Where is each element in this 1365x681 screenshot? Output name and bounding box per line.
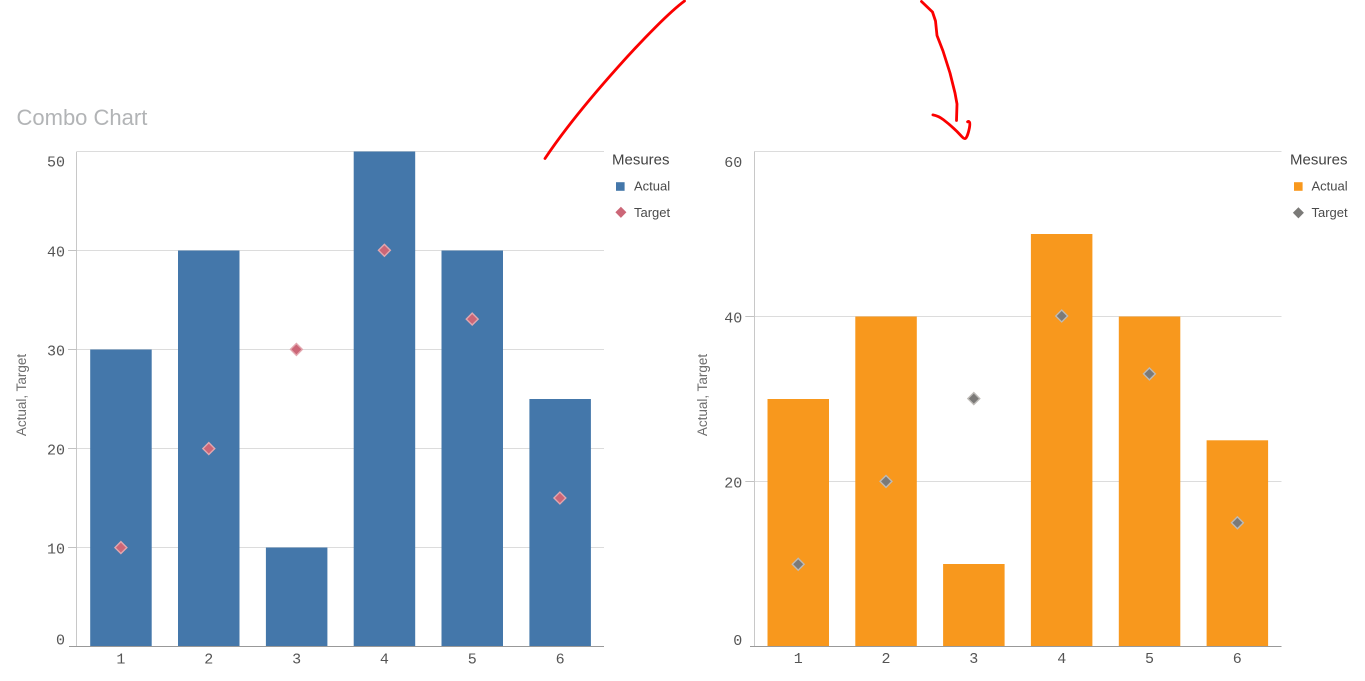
- svg-text:Actual: Actual: [1312, 178, 1348, 193]
- svg-text:4: 4: [380, 652, 389, 669]
- svg-text:20: 20: [47, 443, 65, 460]
- svg-text:6: 6: [1233, 651, 1242, 668]
- svg-text:Combo Chart: Combo Chart: [17, 105, 148, 130]
- svg-text:1: 1: [794, 651, 803, 668]
- svg-text:Actual, Target: Actual, Target: [695, 354, 710, 437]
- svg-text:30: 30: [47, 344, 65, 361]
- svg-text:6: 6: [556, 652, 565, 669]
- svg-text:Target: Target: [634, 205, 671, 220]
- svg-text:0: 0: [56, 633, 65, 650]
- svg-text:1: 1: [116, 652, 125, 669]
- svg-text:2: 2: [204, 652, 213, 669]
- svg-text:Target: Target: [1312, 205, 1349, 220]
- svg-text:Actual: Actual: [634, 178, 670, 193]
- svg-text:3: 3: [292, 652, 301, 669]
- svg-text:3: 3: [969, 651, 978, 668]
- svg-text:Mesures: Mesures: [1290, 152, 1348, 169]
- svg-text:5: 5: [1145, 651, 1154, 668]
- svg-text:Mesures: Mesures: [612, 152, 670, 169]
- svg-text:20: 20: [724, 476, 742, 493]
- svg-text:40: 40: [47, 245, 65, 262]
- svg-text:60: 60: [724, 155, 742, 172]
- svg-text:50: 50: [47, 155, 65, 172]
- svg-text:Actual, Target: Actual, Target: [14, 354, 29, 437]
- svg-text:4: 4: [1057, 651, 1066, 668]
- svg-text:0: 0: [733, 633, 742, 650]
- svg-text:5: 5: [468, 652, 477, 669]
- svg-text:2: 2: [881, 651, 890, 668]
- svg-text:10: 10: [47, 542, 65, 559]
- svg-text:40: 40: [724, 311, 742, 328]
